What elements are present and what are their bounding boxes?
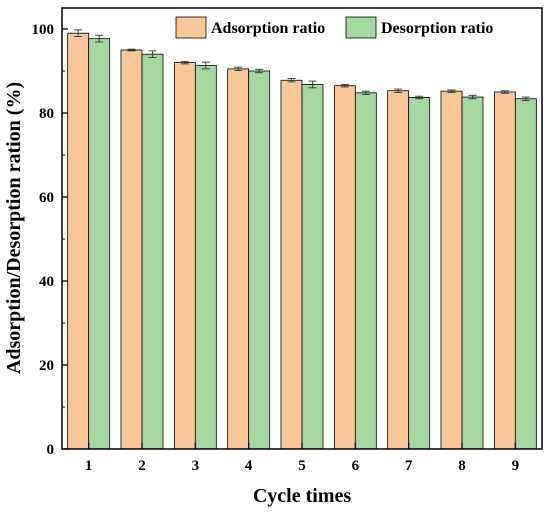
- y-tick-label-20: 20: [39, 358, 54, 374]
- error-bar-desorption-7: [415, 95, 424, 100]
- bar-adsorption-7: [387, 90, 410, 450]
- bar-adsorption-8: [440, 90, 463, 450]
- y-tick-label-80: 80: [39, 106, 54, 122]
- error-bar-adsorption-7: [394, 88, 403, 93]
- error-bar-desorption-6: [361, 90, 370, 95]
- y-tick-label-60: 60: [39, 190, 54, 206]
- legend-swatch: [345, 16, 377, 39]
- legend-label: Desorption ratio: [381, 20, 493, 37]
- bar-desorption-7: [408, 97, 431, 450]
- legend-item-desorption: Desorption ratio: [345, 16, 493, 39]
- y-tick-label-100: 100: [32, 22, 55, 38]
- x-tick-label-7: 7: [405, 458, 413, 474]
- error-bar-adsorption-6: [340, 83, 349, 88]
- error-bar-desorption-1: [95, 34, 104, 43]
- bar-desorption-8: [461, 96, 484, 450]
- bar-adsorption-1: [67, 32, 90, 450]
- error-bar-desorption-2: [148, 50, 157, 59]
- legend-item-adsorption: Adsorption ratio: [175, 16, 325, 39]
- bars-layer: [67, 32, 537, 450]
- bar-desorption-1: [88, 38, 111, 450]
- bar-desorption-5: [301, 84, 324, 450]
- x-tick-label-8: 8: [458, 458, 466, 474]
- bar-desorption-9: [514, 98, 537, 450]
- bar-adsorption-9: [493, 91, 516, 450]
- y-tick-label-0: 0: [47, 442, 55, 458]
- bar-adsorption-6: [333, 85, 356, 450]
- error-bar-adsorption-4: [234, 66, 243, 72]
- bar-adsorption-3: [173, 62, 196, 450]
- error-bar-adsorption-9: [500, 90, 509, 94]
- legend: Adsorption ratio Desorption ratio: [175, 16, 493, 39]
- x-tick-label-5: 5: [298, 458, 306, 474]
- error-bars-layer: [74, 29, 530, 101]
- x-axis: 1 2 3 4 5 6 7 8 9: [85, 443, 519, 474]
- legend-label: Adsorption ratio: [211, 20, 325, 37]
- y-tick-label-40: 40: [39, 274, 54, 290]
- x-tick-label-1: 1: [85, 458, 93, 474]
- error-bar-adsorption-5: [287, 78, 296, 83]
- bar-desorption-3: [194, 65, 217, 450]
- error-bar-desorption-5: [308, 80, 317, 89]
- error-bar-adsorption-2: [127, 48, 136, 52]
- error-bar-desorption-3: [201, 61, 210, 70]
- bar-adsorption-2: [120, 49, 143, 450]
- x-tick-label-9: 9: [512, 458, 520, 474]
- y-axis-title: Adsorption/Desorption ration (%): [3, 82, 25, 374]
- error-bar-desorption-8: [468, 94, 477, 100]
- bar-desorption-2: [141, 53, 164, 450]
- error-bar-adsorption-3: [180, 60, 189, 65]
- x-tick-label-2: 2: [138, 458, 146, 474]
- bar-adsorption-4: [227, 68, 250, 450]
- bar-adsorption-5: [280, 79, 303, 450]
- x-tick-label-3: 3: [192, 458, 200, 474]
- x-tick-label-4: 4: [245, 458, 253, 474]
- error-bar-adsorption-1: [74, 29, 83, 38]
- y-axis: 0 20 40 60 80 100: [32, 22, 68, 458]
- legend-swatch: [175, 16, 207, 39]
- bar-desorption-4: [248, 70, 271, 450]
- x-tick-label-6: 6: [352, 458, 360, 474]
- error-bar-desorption-4: [255, 68, 264, 74]
- x-axis-title: Cycle times: [253, 485, 352, 507]
- error-bar-adsorption-8: [447, 89, 456, 93]
- error-bar-desorption-9: [521, 96, 530, 101]
- bar-desorption-6: [354, 92, 377, 450]
